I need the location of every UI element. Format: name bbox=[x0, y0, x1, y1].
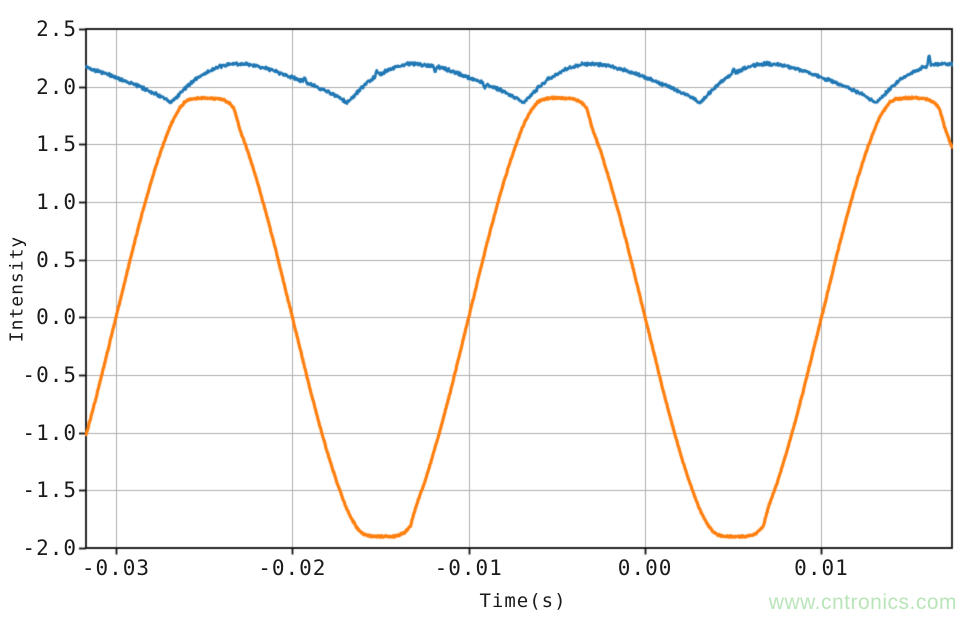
y-axis-label: Intensity bbox=[6, 235, 28, 343]
y-tick-label: 1.0 bbox=[36, 190, 77, 214]
x-tick-label: -0.01 bbox=[434, 556, 503, 580]
y-tick-label: -1.5 bbox=[22, 478, 77, 503]
x-tick-label: 0.00 bbox=[617, 556, 673, 580]
x-tick-label: 0.01 bbox=[794, 556, 849, 580]
x-axis-label: Time(s) bbox=[479, 590, 567, 612]
x-tick-label: -0.02 bbox=[258, 556, 327, 580]
y-tick-label: 0.5 bbox=[36, 247, 77, 272]
y-tick-label: -2.0 bbox=[22, 536, 77, 560]
y-tick-label: 0.0 bbox=[36, 305, 77, 330]
y-tick-label: -0.5 bbox=[22, 363, 77, 387]
y-tick-label: 2.5 bbox=[36, 17, 77, 41]
y-tick-label: -1.0 bbox=[22, 420, 77, 445]
watermark: www.cntronics.com bbox=[768, 591, 957, 614]
x-tick-label: -0.03 bbox=[81, 556, 151, 580]
y-tick-label: 2.0 bbox=[36, 74, 77, 99]
y-tick-label: 1.5 bbox=[36, 132, 77, 157]
